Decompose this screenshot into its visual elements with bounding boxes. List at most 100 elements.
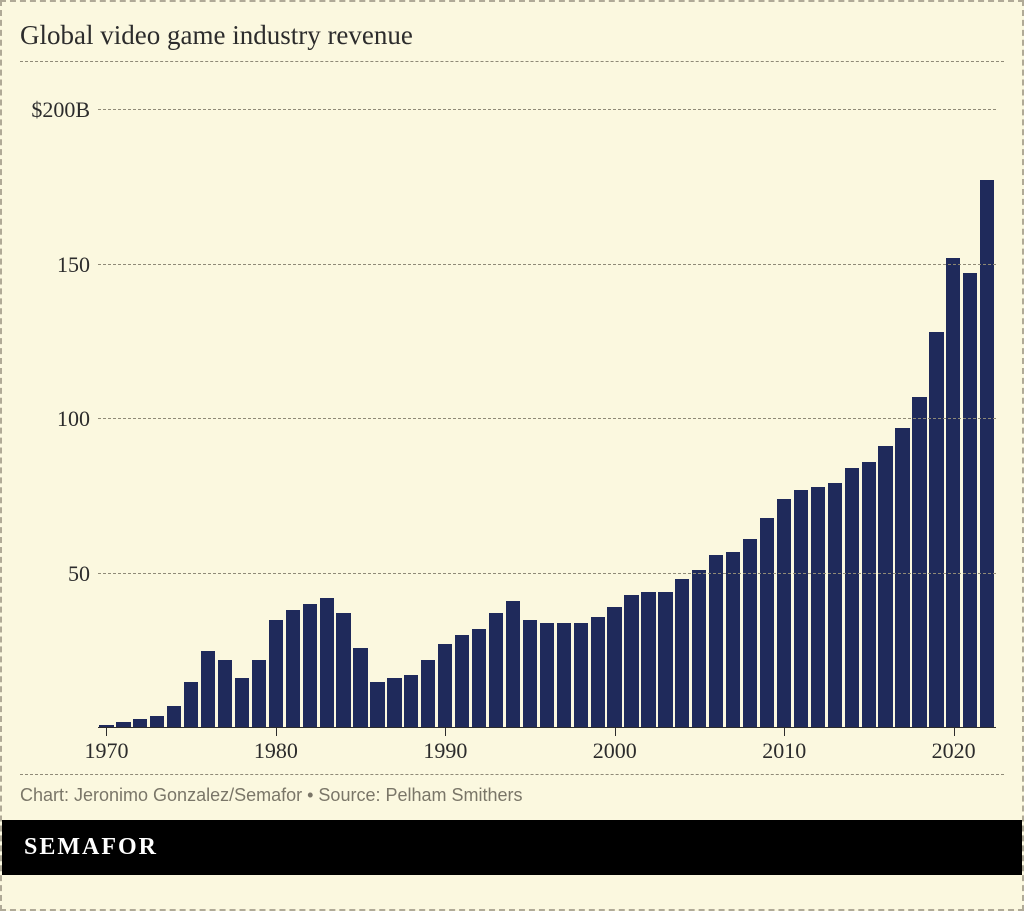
x-tick (445, 728, 446, 736)
bar-slot (877, 78, 894, 728)
bar-slot (505, 78, 522, 728)
bar (540, 623, 554, 728)
bar-slot (759, 78, 776, 728)
x-axis-label: 2010 (762, 738, 806, 764)
bar-slot (471, 78, 488, 728)
x-tick (954, 728, 955, 736)
bar-slot (792, 78, 809, 728)
bar (862, 462, 876, 728)
bar-slot (640, 78, 657, 728)
bar-slot (945, 78, 962, 728)
bar-slot (911, 78, 928, 728)
bar-slot (454, 78, 471, 728)
bar-slot (606, 78, 623, 728)
bar-slot (555, 78, 572, 728)
bar (557, 623, 571, 728)
bar-slot (420, 78, 437, 728)
bar-slot (657, 78, 674, 728)
bar (336, 613, 350, 728)
footer-divider (20, 774, 1004, 775)
bar (760, 518, 774, 728)
bar (235, 678, 249, 728)
bar (387, 678, 401, 728)
bar-slot (894, 78, 911, 728)
plot-region: 50100150$200B (98, 78, 996, 728)
bar (845, 468, 859, 728)
bar (624, 595, 638, 728)
bar-slot (725, 78, 742, 728)
title-divider (20, 61, 1004, 62)
bar-slot (217, 78, 234, 728)
bar (404, 675, 418, 728)
x-axis-label: 1990 (423, 738, 467, 764)
bar-slot (826, 78, 843, 728)
bar-slot (776, 78, 793, 728)
bar (370, 682, 384, 728)
bar (811, 487, 825, 728)
bar-slot (521, 78, 538, 728)
bar-slot (250, 78, 267, 728)
bar (167, 706, 181, 728)
bar (353, 648, 367, 728)
bar (201, 651, 215, 728)
bar-slot (115, 78, 132, 728)
bar (455, 635, 469, 728)
bar-slot (589, 78, 606, 728)
x-axis-label: 2020 (932, 738, 976, 764)
bar-slot (301, 78, 318, 728)
brand-bar: SEMAFOR (2, 820, 1022, 875)
bar (895, 428, 909, 728)
bar (878, 446, 892, 728)
bar-slot (386, 78, 403, 728)
bar-slot (809, 78, 826, 728)
bar-slot (843, 78, 860, 728)
bar-slot (149, 78, 166, 728)
bar-slot (623, 78, 640, 728)
bar-slot (200, 78, 217, 728)
bar (252, 660, 266, 728)
bar-slot (979, 78, 996, 728)
bar (658, 592, 672, 728)
bar (726, 552, 740, 728)
bar (574, 623, 588, 728)
gridline: 150 (98, 264, 996, 265)
bar-slot (928, 78, 945, 728)
chart-area: 50100150$200B 197019801990200020102020 (20, 68, 1004, 768)
chart-credit: Chart: Jeronimo Gonzalez/Semafor • Sourc… (20, 785, 1004, 806)
bar (421, 660, 435, 728)
x-tick (784, 728, 785, 736)
bar (929, 332, 943, 728)
bar (980, 180, 994, 728)
chart-title: Global video game industry revenue (20, 20, 1004, 51)
bar-slot (318, 78, 335, 728)
bar-slot (488, 78, 505, 728)
bar-slot (742, 78, 759, 728)
bar-slot (352, 78, 369, 728)
bar-slot (860, 78, 877, 728)
bar-slot (538, 78, 555, 728)
bar-slot (674, 78, 691, 728)
bar (946, 258, 960, 728)
bar (607, 607, 621, 728)
bar-slot (403, 78, 420, 728)
x-axis-label: 2000 (593, 738, 637, 764)
x-tick (276, 728, 277, 736)
x-tick (615, 728, 616, 736)
bar (303, 604, 317, 728)
y-axis-label: 50 (68, 561, 90, 587)
bar-slot (335, 78, 352, 728)
y-axis-label: 100 (57, 406, 90, 432)
gridline: 100 (98, 418, 996, 419)
bar (794, 490, 808, 728)
bar (523, 620, 537, 728)
bar (743, 539, 757, 728)
bar-slot (98, 78, 115, 728)
gridline: 50 (98, 573, 996, 574)
bar-slot (369, 78, 386, 728)
x-axis-label: 1980 (254, 738, 298, 764)
bar (489, 613, 503, 728)
y-axis-label: 150 (57, 252, 90, 278)
bar-slot (267, 78, 284, 728)
bar (912, 397, 926, 728)
bar-slot (708, 78, 725, 728)
